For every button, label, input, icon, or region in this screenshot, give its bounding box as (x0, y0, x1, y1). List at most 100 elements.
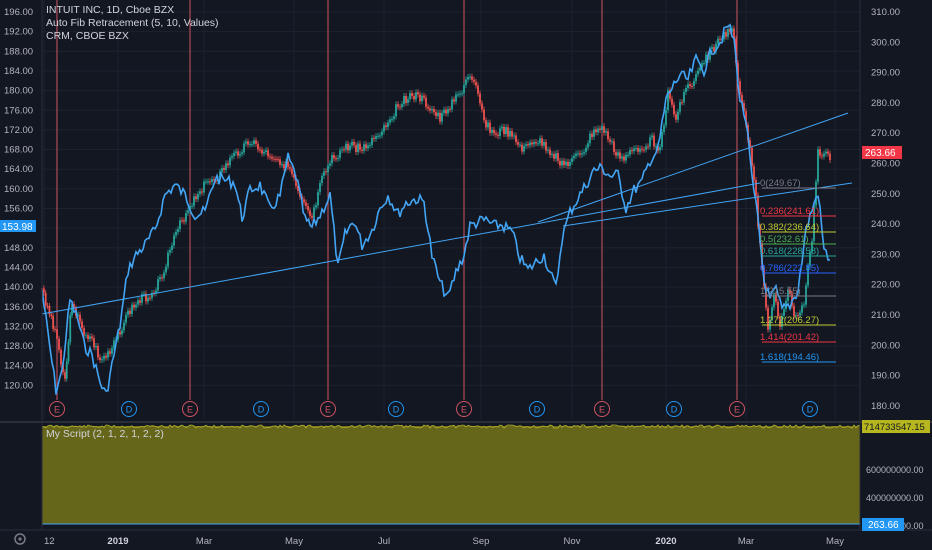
candle (483, 109, 485, 121)
candle (749, 140, 751, 148)
candle (627, 154, 629, 156)
candle (305, 202, 307, 207)
candle (697, 70, 699, 75)
candle (419, 94, 421, 102)
candle (571, 158, 573, 163)
dividend-marker[interactable]: D (121, 401, 137, 417)
legend-symbol[interactable]: INTUIT INC, 1D, Cboe BZX (46, 4, 174, 16)
left-axis-tick: 176.00 (4, 105, 33, 116)
earnings-marker[interactable]: E (729, 401, 745, 417)
fib-retracement: 0(249.67) 0.236(241.61) 0.382(236.64)0.5(2… (760, 178, 836, 363)
candle (717, 38, 719, 44)
candle (535, 141, 537, 144)
candle (99, 357, 101, 361)
fib-level-label: 0.618(228.58) (760, 246, 819, 257)
candle (521, 144, 523, 152)
candle (807, 265, 809, 286)
event-marker-label: E (461, 405, 467, 415)
left-axis-tick: 124.00 (4, 361, 33, 372)
candle (293, 174, 295, 178)
candle (349, 145, 351, 151)
candle (377, 135, 379, 137)
earnings-marker[interactable]: E (594, 401, 610, 417)
candle (127, 310, 129, 315)
candle (619, 152, 621, 159)
right-price-axis[interactable]: 310.00 300.00 290.00 280.00 270.00 260.00 250.… (871, 7, 900, 412)
time-axis-tick: Mar (196, 536, 212, 547)
dividend-marker[interactable]: D (666, 401, 682, 417)
candle (165, 266, 167, 273)
earnings-marker[interactable]: E (320, 401, 336, 417)
candle (525, 144, 527, 147)
candle (751, 147, 753, 167)
candle (485, 120, 487, 128)
legend-compare[interactable]: CRM, CBOE BZX (46, 30, 129, 42)
candle (789, 289, 791, 294)
right-axis-tick: 290.00 (871, 68, 900, 79)
candle (255, 140, 257, 144)
time-axis-tick: May (826, 536, 844, 547)
candle (821, 155, 823, 157)
candle (253, 140, 255, 144)
candle (603, 126, 605, 133)
candle (517, 142, 519, 145)
candle (151, 292, 153, 299)
dividend-marker[interactable]: D (253, 401, 269, 417)
candle (109, 351, 111, 354)
left-axis-tick: 160.00 (4, 184, 33, 195)
candle (533, 141, 535, 145)
left-axis-tick: 196.00 (4, 7, 33, 18)
candle (42, 288, 45, 293)
candle (825, 151, 827, 154)
candle (333, 155, 335, 159)
candle (181, 220, 183, 222)
candle (809, 251, 811, 266)
candle (527, 144, 529, 146)
time-axis[interactable]: 12 2019 Mar May Jul Sep Nov 2020 Mar May (44, 536, 844, 547)
candle (319, 183, 321, 193)
right-axis-tick: 270.00 (871, 128, 900, 139)
candle (113, 340, 115, 349)
candle (239, 153, 241, 156)
candle (445, 109, 447, 114)
candle (653, 135, 655, 147)
settings-icon[interactable] (14, 533, 26, 545)
candle (175, 231, 177, 236)
candle (183, 220, 185, 222)
pane-separator[interactable] (0, 421, 932, 423)
candle (385, 125, 387, 128)
candle (511, 131, 513, 137)
candle (81, 321, 83, 329)
candle (581, 153, 583, 155)
candle (753, 166, 755, 180)
trendline (562, 182, 853, 227)
candle (605, 131, 607, 133)
dividend-marker[interactable]: D (802, 401, 818, 417)
dividend-marker[interactable]: D (388, 401, 404, 417)
candle (783, 309, 785, 316)
candle (737, 63, 739, 82)
candle (48, 305, 51, 315)
candle (567, 161, 569, 166)
candle (447, 109, 449, 114)
candle (161, 277, 163, 279)
fib-level-label: 1.414(201.42) (760, 332, 819, 343)
candle (549, 149, 551, 156)
earnings-marker[interactable]: E (456, 401, 472, 417)
candle (519, 144, 521, 146)
event-marker-label: D (534, 405, 541, 415)
event-marker-label: D (258, 405, 265, 415)
left-price-axis[interactable]: 196.00 192.00 188.00 184.00 180.00 176.00 172.… (4, 7, 33, 391)
earnings-marker[interactable]: E (49, 401, 65, 417)
candle (237, 151, 239, 156)
pane-title[interactable]: My Script (2, 1, 2, 1, 2, 2) (46, 428, 164, 440)
candle (201, 191, 203, 193)
legend-indicator[interactable]: Auto Fib Retracement (5, 10, Values) (46, 17, 219, 29)
earnings-marker[interactable]: E (182, 401, 198, 417)
candle (815, 181, 817, 206)
dividend-marker[interactable]: D (529, 401, 545, 417)
candle (473, 79, 475, 82)
candle (633, 148, 635, 152)
